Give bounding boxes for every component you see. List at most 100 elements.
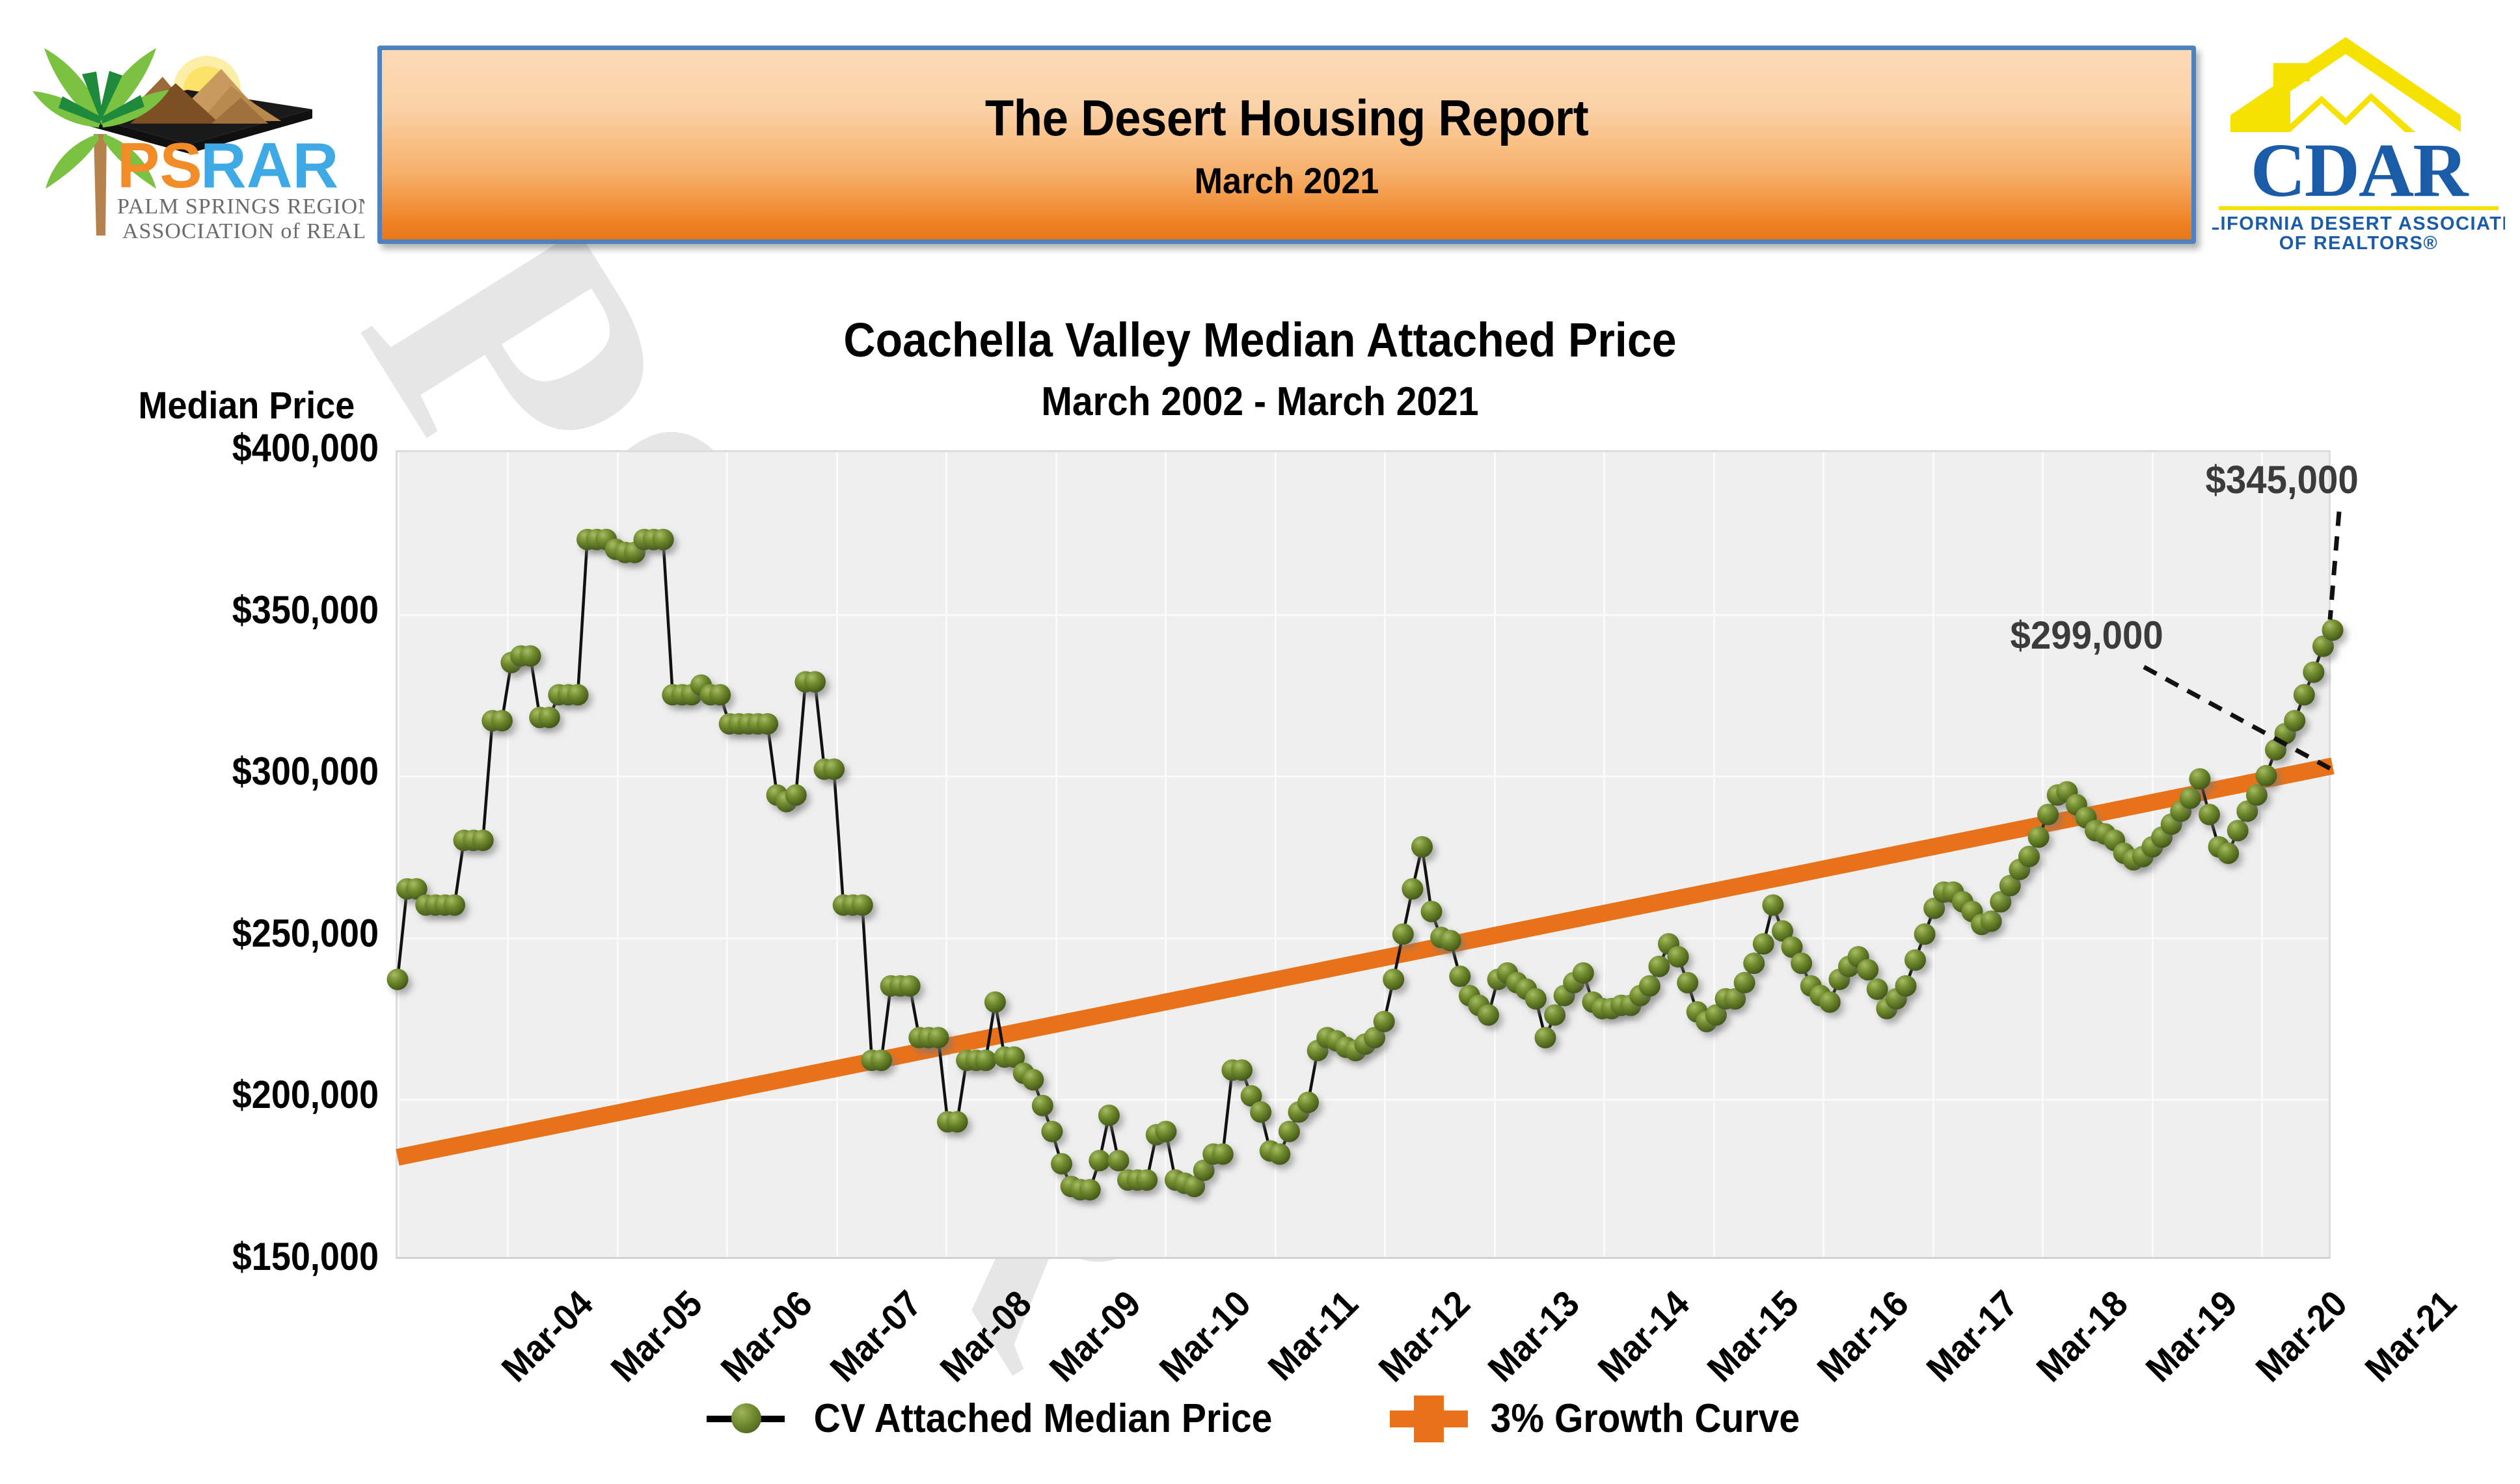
x-axis-tick-label: Mar-04 bbox=[493, 1282, 601, 1390]
x-axis-tick-label: Mar-21 bbox=[2357, 1282, 2465, 1390]
data-point-marker bbox=[757, 713, 779, 735]
data-point-marker bbox=[491, 710, 513, 732]
x-axis-tick-label: Mar-15 bbox=[1700, 1282, 1808, 1390]
data-point-marker bbox=[1524, 988, 1547, 1010]
legend-item-growth-curve[interactable]: 3% Growth Curve bbox=[1390, 1395, 1813, 1442]
gridline-vertical bbox=[945, 452, 948, 1257]
y-axis-tick-label: $400,000 bbox=[232, 426, 379, 470]
data-point-marker bbox=[2322, 619, 2344, 641]
legend-line-marker-icon bbox=[707, 1403, 785, 1433]
banner-title: The Desert Housing Report bbox=[984, 88, 1589, 146]
data-point-marker bbox=[405, 878, 427, 900]
gridline-vertical bbox=[1274, 452, 1277, 1257]
data-point-marker bbox=[2265, 738, 2286, 761]
x-axis-tick-label: Mar-18 bbox=[2028, 1282, 2136, 1390]
legend-label-growth-curve: 3% Growth Curve bbox=[1490, 1396, 1800, 1441]
x-axis-tick-label: Mar-14 bbox=[1590, 1282, 1698, 1390]
x-axis-tick-label: Mar-20 bbox=[2247, 1282, 2355, 1390]
data-point-marker bbox=[984, 991, 1006, 1013]
data-point-marker bbox=[823, 758, 845, 780]
data-point-marker bbox=[1250, 1101, 1272, 1123]
data-point-marker bbox=[804, 671, 826, 693]
median-price-markers bbox=[386, 528, 2344, 1201]
legend-item-median-price[interactable]: CV Attached Median Price bbox=[707, 1396, 1292, 1442]
data-point-marker bbox=[1781, 936, 1803, 958]
x-axis-tick-label: Mar-06 bbox=[712, 1282, 820, 1390]
legend-circle-icon bbox=[731, 1403, 762, 1433]
data-point-marker bbox=[1733, 971, 1755, 993]
data-point-marker bbox=[1022, 1069, 1044, 1091]
data-point-marker bbox=[2027, 826, 2050, 848]
data-point-marker bbox=[1544, 1004, 1566, 1026]
x-axis-tick-label: Mar-13 bbox=[1480, 1282, 1588, 1390]
legend-label-median-price: CV Attached Median Price bbox=[813, 1396, 1273, 1441]
data-point-marker bbox=[1420, 900, 1443, 923]
legend-square-marker-icon bbox=[1390, 1395, 1469, 1442]
gridline-vertical bbox=[1713, 452, 1715, 1257]
data-point-marker bbox=[444, 894, 465, 916]
x-axis-tick-label: Mar-19 bbox=[2138, 1282, 2246, 1390]
data-point-marker bbox=[1392, 923, 1414, 945]
data-point-marker bbox=[1904, 949, 1926, 971]
gridline-horizontal bbox=[398, 614, 2329, 616]
data-point-marker bbox=[1857, 959, 1879, 980]
chart-subtitle: March 2002 - March 2021 bbox=[1041, 379, 1479, 424]
data-point-marker bbox=[1155, 1120, 1177, 1142]
gridline-horizontal bbox=[398, 776, 2329, 778]
data-point-marker bbox=[785, 784, 807, 806]
data-point-marker bbox=[652, 528, 674, 550]
data-point-marker bbox=[851, 894, 873, 916]
y-axis-tick-label: $300,000 bbox=[232, 749, 379, 794]
plot-area bbox=[386, 450, 2344, 1259]
x-axis-tick-label: Mar-09 bbox=[1042, 1282, 1150, 1390]
data-point-marker bbox=[1743, 952, 1765, 975]
data-point-marker bbox=[2245, 784, 2268, 806]
data-point-marker bbox=[1866, 978, 1888, 1000]
data-point-marker bbox=[1449, 965, 1471, 987]
data-point-marker bbox=[1638, 975, 1660, 997]
annotation-leader-line bbox=[2143, 665, 2331, 771]
data-point-marker bbox=[1990, 891, 2012, 913]
x-axis-tick-label: Mar-08 bbox=[932, 1282, 1040, 1390]
data-point-marker bbox=[1107, 1150, 1130, 1172]
gridline-vertical bbox=[1493, 452, 1496, 1257]
y-axis-title: Median Price bbox=[138, 384, 355, 427]
data-point-marker bbox=[1572, 962, 1594, 984]
svg-text:CALIFORNIA DESERT ASSOCIATION: CALIFORNIA DESERT ASSOCIATION bbox=[2212, 213, 2505, 234]
psrar-logo: PS RAR PALM SPRINGS REGIONAL ASSOCIATION… bbox=[26, 7, 440, 254]
data-point-marker bbox=[1041, 1120, 1063, 1142]
data-point-marker bbox=[1534, 1027, 1556, 1049]
gridline-vertical bbox=[1055, 452, 1057, 1257]
x-axis-tick-label: Mar-07 bbox=[822, 1282, 930, 1390]
data-point-marker bbox=[1278, 1120, 1300, 1142]
data-point-marker bbox=[1677, 971, 1699, 993]
data-point-marker bbox=[1364, 1027, 1386, 1049]
gridline-vertical bbox=[2261, 452, 2264, 1257]
gridline-vertical bbox=[726, 452, 729, 1257]
data-point-marker bbox=[1051, 1153, 1072, 1175]
data-point-marker bbox=[2199, 803, 2220, 826]
data-point-marker bbox=[2227, 820, 2249, 842]
svg-text:PS: PS bbox=[117, 129, 202, 201]
data-point-marker bbox=[1819, 991, 1841, 1013]
data-point-marker bbox=[1031, 1094, 1053, 1116]
annotation-value-label: $299,000 bbox=[2010, 614, 2163, 658]
data-point-marker bbox=[1705, 1004, 1727, 1026]
data-point-marker bbox=[1648, 956, 1670, 977]
x-axis-tick-label: Mar-17 bbox=[1919, 1282, 2027, 1390]
data-point-marker bbox=[1772, 920, 1793, 942]
x-axis-tick-label: Mar-11 bbox=[1260, 1282, 1367, 1389]
data-point-marker bbox=[2189, 768, 2211, 790]
data-point-marker bbox=[1297, 1091, 1319, 1113]
data-point-marker bbox=[927, 1027, 949, 1049]
data-point-marker bbox=[899, 975, 921, 997]
data-point-marker bbox=[1269, 1143, 1291, 1165]
svg-text:CDAR: CDAR bbox=[2251, 128, 2470, 213]
data-point-marker bbox=[1231, 1059, 1253, 1081]
x-axis-tick-label: Mar-05 bbox=[603, 1282, 711, 1390]
data-point-marker bbox=[1240, 1085, 1262, 1107]
data-point-marker bbox=[1914, 923, 1936, 945]
x-axis-tick-label: Mar-10 bbox=[1151, 1282, 1259, 1390]
data-point-marker bbox=[871, 1049, 892, 1072]
gridline-vertical bbox=[616, 452, 619, 1257]
